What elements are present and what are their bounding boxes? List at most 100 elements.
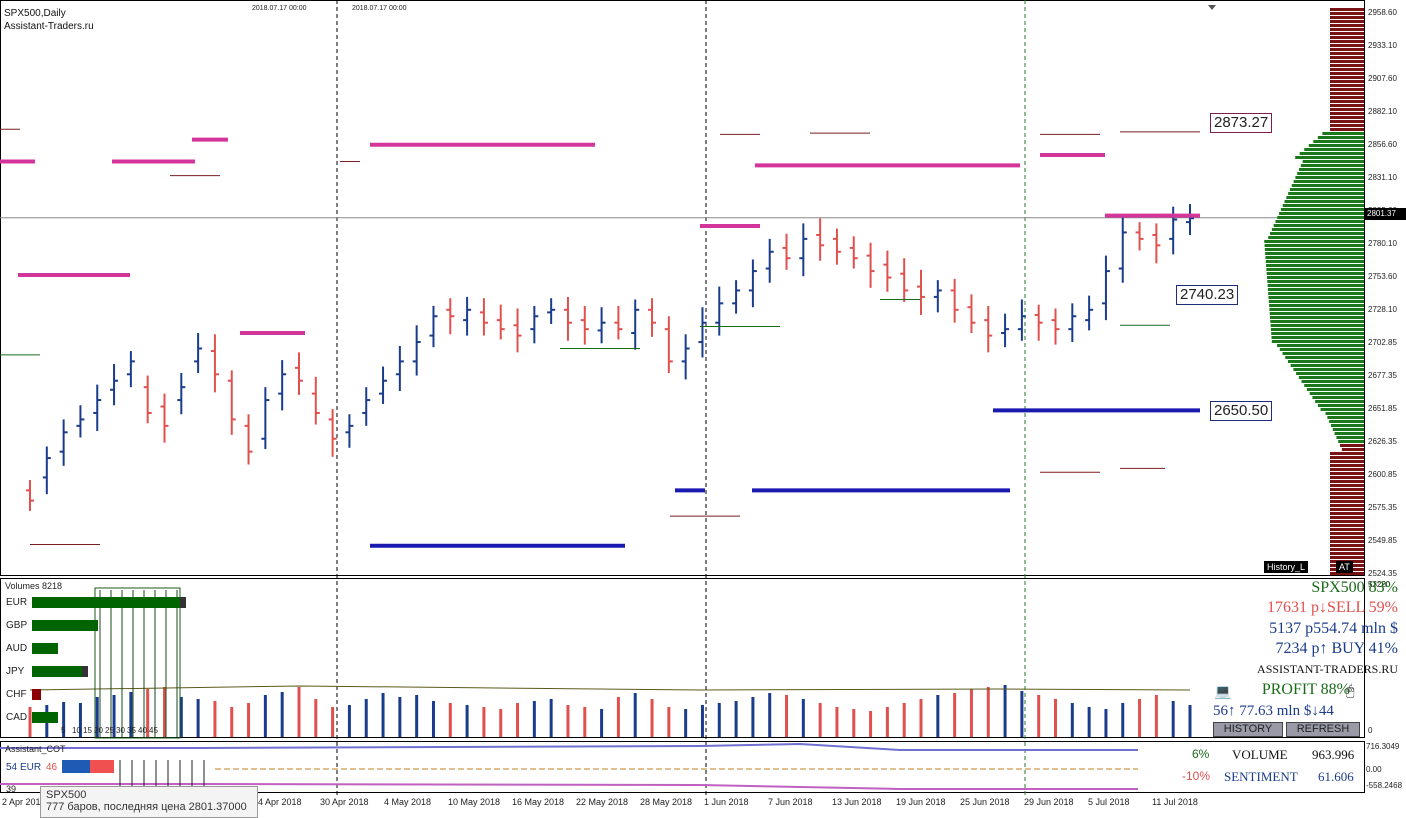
sell-stat: 17631 p↓SELL 59%: [1267, 599, 1398, 616]
profit-stat: PROFIT 88%: [1261, 681, 1350, 698]
volume-profile-bar: [1317, 404, 1364, 407]
date-axis-tick: 5 Jul 2018: [1088, 797, 1130, 807]
volume-profile-bar: [1322, 132, 1364, 135]
volume-profile-bar: [1299, 152, 1364, 155]
volume-profile-bar: [1267, 284, 1364, 287]
laptop-icon: 💻: [1214, 683, 1232, 699]
price-axis-tick: 2907.60: [1368, 74, 1397, 83]
volume-profile-bar: [1268, 296, 1364, 299]
volume-profile-bar: [1277, 216, 1364, 219]
date-axis-tick: 7 Jun 2018: [768, 797, 813, 807]
cot-line-magenta: [0, 783, 1138, 790]
volume-profile-bar: [1271, 336, 1364, 339]
volume-profile-bar: [1293, 368, 1364, 371]
volume-profile-bar: [1330, 8, 1364, 11]
volume-profile-bar: [1275, 220, 1364, 223]
mouse-icon: 🖱: [1346, 682, 1355, 698]
volume-profile-bar: [1295, 176, 1364, 179]
currency-strength-bar: [32, 620, 98, 631]
volume-profile-bar: [1336, 436, 1364, 439]
cot-pct-down: -10%: [1182, 769, 1211, 783]
volume-profile-bar: [1330, 76, 1364, 79]
volume-profile-bar: [1295, 156, 1364, 159]
volume-profile-bar: [1329, 420, 1364, 423]
volume-profile-bar: [1330, 124, 1364, 127]
price-axis-tick: 2651.85: [1368, 404, 1397, 413]
cot-line-blue: [0, 742, 1138, 751]
volume-profile-bar: [1268, 236, 1364, 239]
volume-profile-bar: [1264, 244, 1364, 247]
volume-profile-bar: [1330, 452, 1364, 455]
volume-profile-bar: [1330, 20, 1364, 23]
volume-zero: 0: [1368, 726, 1373, 735]
buy-stat: 7234 p↑ BUY 41%: [1275, 640, 1398, 657]
date-axis-tick: 25 Jun 2018: [960, 797, 1010, 807]
volume-profile-bar: [1330, 96, 1364, 99]
chart-symbol-title: SPX500,Daily: [4, 8, 66, 19]
volume-profile-bar: [1268, 300, 1364, 303]
volume-profile-bar: [1320, 408, 1364, 411]
tooltip-line-2: 777 баров, последняя цена 2801.37000: [46, 801, 247, 813]
volume-profile-bar: [1330, 476, 1364, 479]
volume-profile-bar: [1277, 344, 1364, 347]
currency-label: CHF: [6, 689, 27, 700]
volume-profile-bar: [1298, 376, 1364, 379]
cot-title: Assistant_COT: [5, 744, 66, 754]
volume-profile-bar: [1279, 212, 1364, 215]
date-axis-tick: 13 Jun 2018: [832, 797, 882, 807]
cot-eur-bar-red: [90, 760, 114, 773]
volume-profile-bar: [1267, 288, 1364, 291]
price-axis-tick: 2600.85: [1368, 470, 1397, 479]
volume-profile-bar: [1282, 204, 1364, 207]
volume-profile-bar: [1271, 228, 1364, 231]
currency-strength-bar: [32, 643, 58, 654]
volume-profile-bar: [1270, 320, 1364, 323]
price-axis-tick: 2702.85: [1368, 338, 1397, 347]
volume-profile-bar: [1279, 348, 1364, 351]
volume-profile-bar: [1341, 448, 1364, 451]
volume-profile-bar: [1330, 484, 1364, 487]
site-label: ASSISTANT-TRADERS.RU: [1257, 662, 1398, 676]
volume-profile-bar: [1308, 144, 1364, 147]
history-button[interactable]: HISTORY: [1213, 722, 1283, 737]
volume-profile-bar: [1330, 548, 1364, 551]
price-axis-tick: 2958.60: [1368, 8, 1397, 17]
currency-label: GBP: [6, 620, 28, 631]
volume-profile-bar: [1330, 512, 1364, 515]
volume-profile-bar: [1304, 384, 1364, 387]
volume-profile-bar: [1270, 328, 1364, 331]
volumes-title: Volumes 8218: [5, 581, 63, 591]
date-axis-tick: 28 May 2018: [640, 797, 693, 807]
refresh-button[interactable]: REFRESH: [1286, 722, 1360, 737]
volume-profile-bar: [1291, 184, 1364, 187]
volume-profile-bar: [1330, 544, 1364, 547]
bottom-stat: 56↑ 77.63 mln $↓44: [1213, 703, 1334, 719]
volume-profile-bar: [1266, 268, 1364, 271]
date-axis-tick: 4 May 2018: [384, 797, 432, 807]
volume-profile-bar: [1270, 232, 1364, 235]
volume-profile-bar: [1330, 128, 1364, 131]
volume-profile-bar: [1330, 48, 1364, 51]
volume-profile-bar: [1270, 316, 1364, 319]
price-axis-tick: 2856.60: [1368, 140, 1397, 149]
volume-ma-line: [29, 685, 1191, 691]
volume-profile-bar: [1330, 488, 1364, 491]
cot-pct-up: 6%: [1192, 747, 1210, 761]
volume-profile-bar: [1330, 104, 1364, 107]
volume-profile-bar: [1330, 44, 1364, 47]
volume-profile-bar: [1332, 428, 1364, 431]
volume-scale-tick: 5: [61, 726, 66, 735]
volume-profile-bar: [1286, 196, 1364, 199]
volume-profile-bar: [1267, 280, 1364, 283]
cot-eur-bar-blue: [62, 760, 90, 773]
volume-panel-border: [0, 578, 1365, 738]
volume-profile-bar: [1300, 164, 1364, 167]
volume-profile-bar: [1293, 180, 1364, 183]
volume-profile-bar: [1338, 440, 1364, 443]
cot-panel-border: [0, 741, 1365, 793]
volume-profile-bar: [1330, 504, 1364, 507]
volume-profile-bar: [1330, 84, 1364, 87]
current-price-label: 2801.37: [1364, 208, 1406, 220]
volume-profile-bar: [1330, 112, 1364, 115]
